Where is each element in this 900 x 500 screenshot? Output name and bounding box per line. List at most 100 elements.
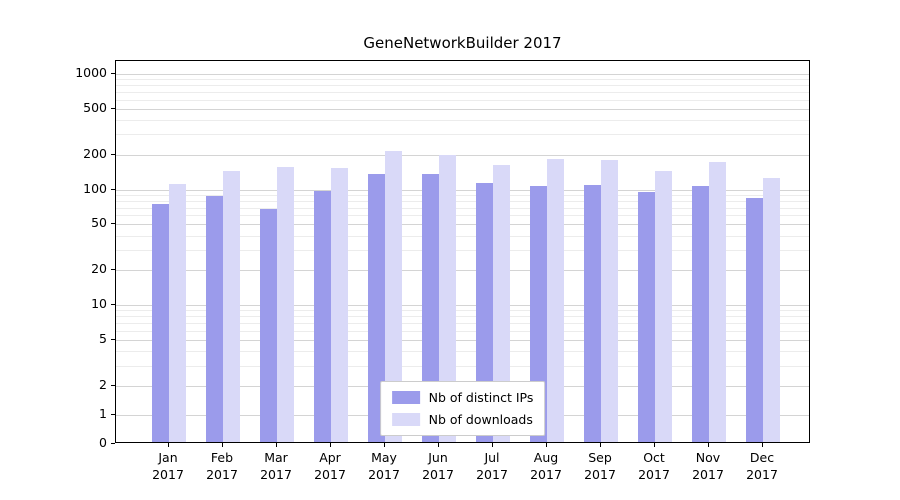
- minor-gridline: [116, 134, 809, 136]
- x-tick-label: Feb 2017: [206, 450, 238, 482]
- minor-gridline: [116, 310, 809, 312]
- y-tick-mark: [111, 107, 115, 109]
- bar-distinct-ips: [530, 186, 547, 442]
- bar-downloads: [385, 151, 402, 442]
- bar-distinct-ips: [692, 186, 709, 442]
- y-tick-label: 500: [83, 99, 107, 115]
- gridline: [116, 108, 809, 110]
- bar-downloads: [493, 165, 510, 442]
- x-tick-mark: [654, 443, 655, 447]
- minor-gridline: [116, 91, 809, 93]
- minor-gridline: [116, 207, 809, 209]
- y-tick-mark: [111, 153, 115, 155]
- x-tick-mark: [600, 443, 601, 447]
- x-tick-label: Nov 2017: [692, 450, 724, 482]
- y-tick-mark: [111, 304, 115, 306]
- x-tick-mark: [492, 443, 493, 447]
- bar-downloads: [439, 155, 456, 442]
- legend: Nb of distinct IPs Nb of downloads: [379, 381, 546, 436]
- y-tick-label: 1: [99, 406, 107, 421]
- y-tick-mark: [111, 269, 115, 271]
- x-tick-label: Apr 2017: [314, 450, 346, 482]
- gridline: [116, 189, 809, 191]
- minor-gridline: [116, 235, 809, 237]
- x-tick-mark: [384, 443, 385, 447]
- minor-gridline: [116, 120, 809, 121]
- bar-distinct-ips: [422, 173, 439, 442]
- bar-distinct-ips: [368, 174, 385, 442]
- x-tick-label: Dec 2017: [746, 450, 778, 482]
- x-tick-mark: [222, 443, 223, 447]
- legend-swatch: [391, 413, 420, 426]
- chart-title: GeneNetworkBuilder 2017: [363, 34, 562, 52]
- y-tick-label: 2: [99, 377, 107, 392]
- y-tick-mark: [111, 443, 115, 444]
- minor-gridline: [116, 316, 809, 318]
- legend-label: Nb of distinct IPs: [428, 390, 534, 405]
- y-tick-mark: [111, 72, 115, 74]
- x-tick-label: Mar 2017: [260, 450, 292, 482]
- y-tick-mark: [111, 385, 115, 386]
- x-tick-mark: [438, 443, 439, 447]
- bar-downloads: [169, 183, 186, 442]
- x-tick-label: Aug 2017: [530, 450, 562, 482]
- x-tick-label: May 2017: [368, 450, 400, 482]
- bar-downloads: [709, 161, 726, 442]
- minor-gridline: [116, 323, 809, 325]
- gridline: [116, 305, 809, 307]
- minor-gridline: [116, 99, 809, 101]
- legend-item-distinct-ips: Nb of distinct IPs: [391, 390, 534, 405]
- bar-distinct-ips: [638, 191, 655, 442]
- x-tick-label: Jul 2017: [476, 450, 508, 482]
- bar-distinct-ips: [476, 182, 493, 442]
- gridline: [116, 339, 809, 341]
- y-tick-label: 50: [91, 215, 107, 231]
- bar-downloads: [331, 167, 348, 442]
- x-tick-label: Jun 2017: [422, 450, 454, 482]
- minor-gridline: [116, 85, 809, 87]
- minor-gridline: [116, 351, 809, 353]
- bar-downloads: [547, 158, 564, 442]
- bar-downloads: [601, 160, 618, 442]
- minor-gridline: [116, 250, 809, 252]
- y-tick-mark: [111, 414, 115, 415]
- minor-gridline: [116, 215, 809, 217]
- x-tick-mark: [708, 443, 709, 447]
- x-tick-mark: [330, 443, 331, 447]
- x-tick-label: Jan 2017: [152, 450, 184, 482]
- bar-distinct-ips: [260, 209, 277, 442]
- x-tick-mark: [276, 443, 277, 447]
- gridline: [116, 154, 809, 156]
- y-tick-label: 0: [99, 435, 107, 450]
- bar-distinct-ips: [746, 197, 763, 442]
- plot-area: Nb of distinct IPs Nb of downloads: [115, 60, 810, 443]
- bar-distinct-ips: [314, 191, 331, 442]
- legend-swatch: [391, 391, 420, 404]
- minor-gridline: [116, 79, 809, 81]
- x-tick-mark: [546, 443, 547, 447]
- x-tick-label: Sep 2017: [584, 450, 616, 482]
- y-tick-mark: [111, 338, 115, 340]
- y-tick-label: 1000: [75, 64, 107, 80]
- gridline: [116, 224, 809, 226]
- bar-distinct-ips: [206, 195, 223, 442]
- bar-distinct-ips: [584, 185, 601, 442]
- minor-gridline: [116, 330, 809, 332]
- bar-downloads: [223, 171, 240, 442]
- gridline: [116, 73, 809, 75]
- y-tick-label: 5: [99, 330, 107, 346]
- y-tick-mark: [111, 223, 115, 225]
- x-tick-mark: [762, 443, 763, 447]
- x-tick-mark: [168, 443, 169, 447]
- y-tick-label: 20: [91, 261, 107, 277]
- minor-gridline: [116, 365, 809, 367]
- bar-downloads: [763, 177, 780, 442]
- legend-item-downloads: Nb of downloads: [391, 412, 534, 427]
- bar-downloads: [655, 170, 672, 442]
- minor-gridline: [116, 194, 809, 196]
- y-tick-label: 10: [91, 296, 107, 312]
- gridline: [116, 270, 809, 272]
- legend-label: Nb of downloads: [428, 412, 533, 427]
- y-tick-mark: [111, 188, 115, 190]
